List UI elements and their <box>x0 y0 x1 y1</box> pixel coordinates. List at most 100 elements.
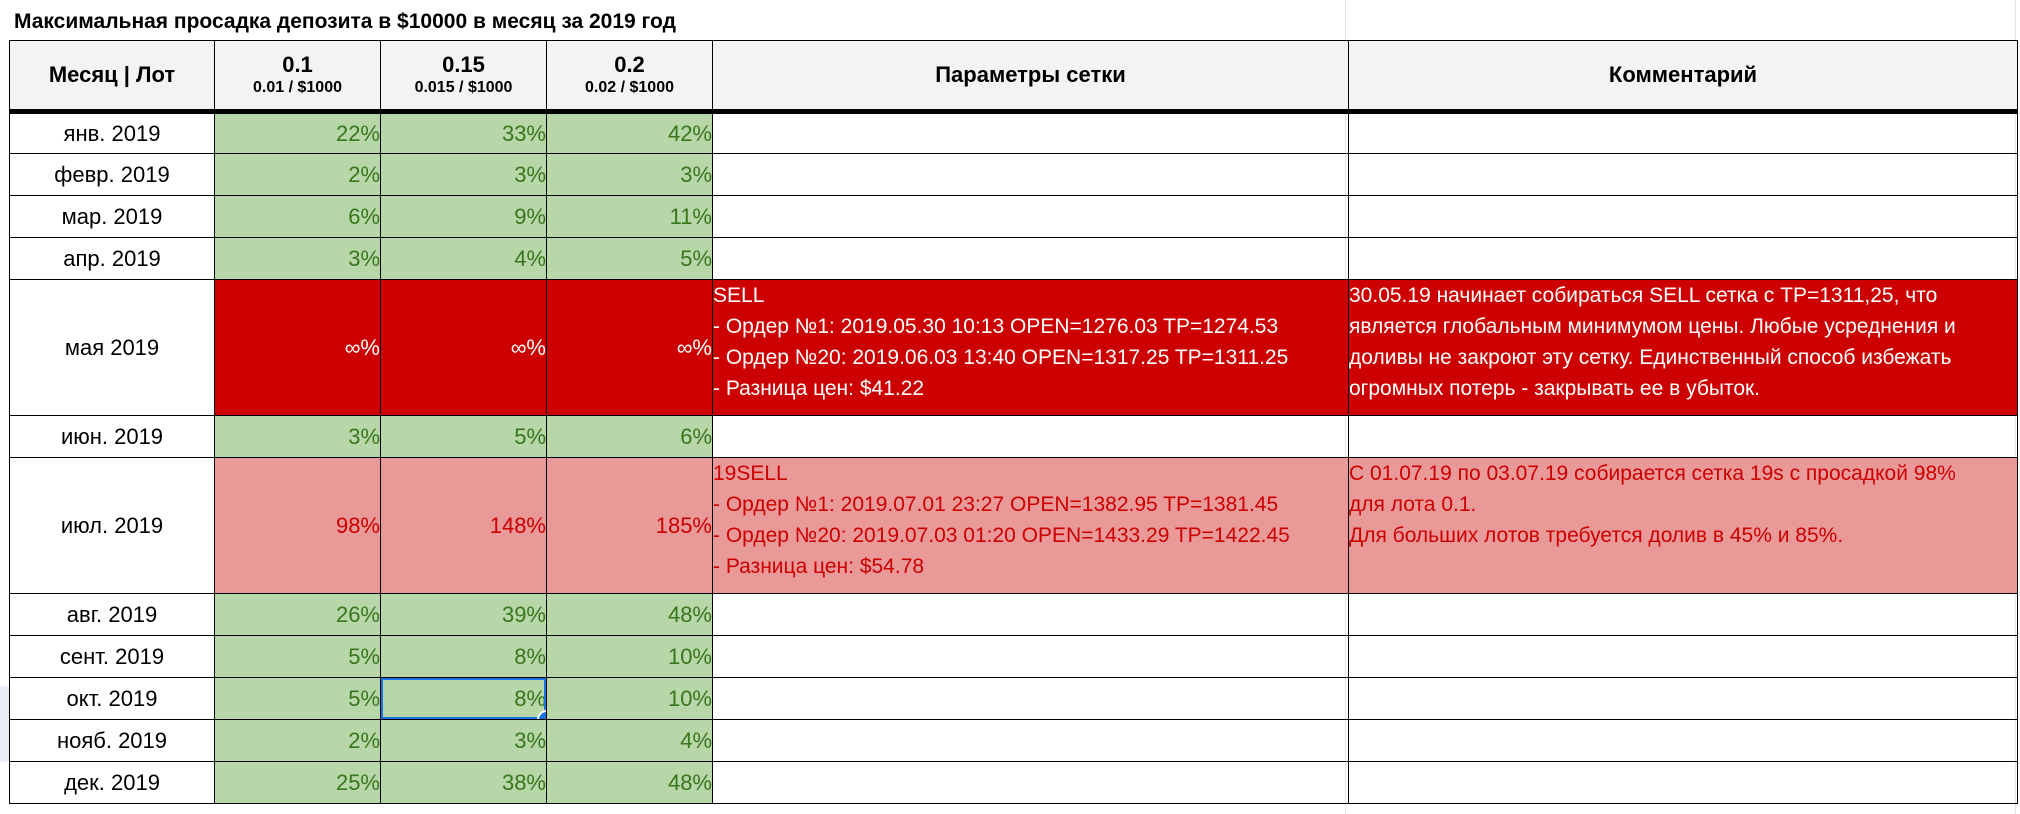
drawdown-cell[interactable]: 3% <box>380 719 547 762</box>
drawdown-cell[interactable]: 48% <box>546 593 713 636</box>
month-cell[interactable]: июн. 2019 <box>9 415 215 458</box>
params-cell[interactable] <box>712 761 1349 804</box>
drawdown-cell[interactable]: 5% <box>546 237 713 280</box>
table-row: дек. 2019 25% 38% 48% <box>9 761 2018 804</box>
drawdown-cell[interactable]: 5% <box>214 635 381 678</box>
lot-ratio: 0.02 / $1000 <box>585 79 674 96</box>
drawdown-cell[interactable]: 38% <box>380 761 547 804</box>
comment-cell[interactable] <box>1348 415 2018 458</box>
comment-line: Для больших лотов требуется долив в 45% … <box>1349 524 1844 547</box>
params-cell[interactable]: SELL - Ордер №1: 2019.05.30 10:13 OPEN=1… <box>712 279 1349 416</box>
drawdown-table: Месяц | Лот 0.1 0.01 / $1000 0.15 0.015 … <box>9 40 2018 804</box>
comment-line: огромных потерь - закрывать ее в убыток. <box>1349 377 1761 400</box>
month-cell[interactable]: апр. 2019 <box>9 237 215 280</box>
params-cell[interactable] <box>712 153 1349 196</box>
drawdown-cell[interactable]: ∞% <box>546 279 713 416</box>
comment-line: является глобальным минимумом цены. Любы… <box>1349 315 1956 338</box>
month-cell[interactable]: нояб. 2019 <box>9 719 215 762</box>
comment-cell[interactable] <box>1348 111 2018 154</box>
params-cell[interactable] <box>712 635 1349 678</box>
drawdown-cell[interactable]: 98% <box>214 457 381 594</box>
header-params[interactable]: Параметры сетки <box>712 40 1349 114</box>
comment-cell[interactable] <box>1348 719 2018 762</box>
header-comment[interactable]: Комментарий <box>1348 40 2018 114</box>
table-row: апр. 2019 3% 4% 5% <box>9 237 2018 280</box>
drawdown-cell[interactable]: 3% <box>214 237 381 280</box>
table-row: февр. 2019 2% 3% 3% <box>9 153 2018 196</box>
month-cell[interactable]: февр. 2019 <box>9 153 215 196</box>
month-cell[interactable]: июл. 2019 <box>9 457 215 594</box>
drawdown-cell[interactable]: 9% <box>380 195 547 238</box>
fill-handle[interactable] <box>537 710 546 719</box>
params-cell[interactable] <box>712 111 1349 154</box>
month-cell[interactable]: окт. 2019 <box>9 677 215 720</box>
table-row: окт. 2019 5% 8% 10% <box>9 677 2018 720</box>
params-line: SELL <box>713 284 765 307</box>
drawdown-cell[interactable]: 10% <box>546 635 713 678</box>
params-cell[interactable] <box>712 237 1349 280</box>
comment-cell[interactable]: 30.05.19 начинает собираться SELL сетка … <box>1348 279 2018 416</box>
drawdown-cell[interactable]: 39% <box>380 593 547 636</box>
lot-value: 0.15 <box>442 52 485 77</box>
comment-cell[interactable] <box>1348 237 2018 280</box>
comment-cell[interactable] <box>1348 635 2018 678</box>
table-row: нояб. 2019 2% 3% 4% <box>9 719 2018 762</box>
comment-line: для лота 0.1. <box>1349 493 1477 516</box>
comment-cell[interactable] <box>1348 677 2018 720</box>
month-cell[interactable]: сент. 2019 <box>9 635 215 678</box>
params-cell[interactable] <box>712 195 1349 238</box>
drawdown-cell[interactable]: 11% <box>546 195 713 238</box>
table-row: янв. 2019 22% 33% 42% <box>9 111 2018 154</box>
header-lot-0.15[interactable]: 0.15 0.015 / $1000 <box>380 40 547 114</box>
drawdown-cell[interactable]: 33% <box>380 111 547 154</box>
month-cell[interactable]: янв. 2019 <box>9 111 215 154</box>
params-cell[interactable] <box>712 415 1349 458</box>
drawdown-cell[interactable]: 4% <box>546 719 713 762</box>
drawdown-cell[interactable]: 6% <box>546 415 713 458</box>
drawdown-cell[interactable]: 26% <box>214 593 381 636</box>
drawdown-cell[interactable]: 2% <box>214 153 381 196</box>
header-month[interactable]: Месяц | Лот <box>9 40 215 114</box>
drawdown-cell[interactable]: 148% <box>380 457 547 594</box>
month-cell[interactable]: мар. 2019 <box>9 195 215 238</box>
params-cell[interactable] <box>712 677 1349 720</box>
params-cell[interactable] <box>712 719 1349 762</box>
drawdown-cell[interactable]: ∞% <box>380 279 547 416</box>
drawdown-cell[interactable]: 8% <box>380 635 547 678</box>
params-cell[interactable]: 19SELL - Ордер №1: 2019.07.01 23:27 OPEN… <box>712 457 1349 594</box>
drawdown-cell[interactable]: 2% <box>214 719 381 762</box>
drawdown-cell[interactable]: 5% <box>380 415 547 458</box>
drawdown-cell[interactable]: 42% <box>546 111 713 154</box>
drawdown-cell[interactable]: 3% <box>214 415 381 458</box>
sheet-title[interactable]: Максимальная просадка депозита в $10000 … <box>14 10 676 33</box>
lot-ratio: 0.01 / $1000 <box>253 79 342 96</box>
header-lot-0.2[interactable]: 0.2 0.02 / $1000 <box>546 40 713 114</box>
drawdown-cell[interactable]: 6% <box>214 195 381 238</box>
drawdown-cell-selected[interactable]: 8% <box>380 677 547 720</box>
params-line: - Ордер №20: 2019.06.03 13:40 OPEN=1317.… <box>713 346 1289 369</box>
table-row: июл. 2019 98% 148% 185% 19SELL - Ордер №… <box>9 457 2018 594</box>
month-cell[interactable]: авг. 2019 <box>9 593 215 636</box>
drawdown-cell[interactable]: 3% <box>380 153 547 196</box>
month-cell[interactable]: мая 2019 <box>9 279 215 416</box>
comment-cell[interactable] <box>1348 195 2018 238</box>
comment-cell[interactable] <box>1348 761 2018 804</box>
drawdown-cell[interactable]: 3% <box>546 153 713 196</box>
table-row: мар. 2019 6% 9% 11% <box>9 195 2018 238</box>
drawdown-cell[interactable]: 185% <box>546 457 713 594</box>
header-lot-0.1[interactable]: 0.1 0.01 / $1000 <box>214 40 381 114</box>
drawdown-cell[interactable]: 4% <box>380 237 547 280</box>
comment-cell[interactable] <box>1348 593 2018 636</box>
comment-cell[interactable]: С 01.07.19 по 03.07.19 собирается сетка … <box>1348 457 2018 594</box>
drawdown-cell[interactable]: 10% <box>546 677 713 720</box>
table-row: авг. 2019 26% 39% 48% <box>9 593 2018 636</box>
params-cell[interactable] <box>712 593 1349 636</box>
month-cell[interactable]: дек. 2019 <box>9 761 215 804</box>
comment-cell[interactable] <box>1348 153 2018 196</box>
drawdown-cell[interactable]: 5% <box>214 677 381 720</box>
drawdown-cell[interactable]: ∞% <box>214 279 381 416</box>
drawdown-cell[interactable]: 25% <box>214 761 381 804</box>
drawdown-cell[interactable]: 22% <box>214 111 381 154</box>
drawdown-cell[interactable]: 48% <box>546 761 713 804</box>
